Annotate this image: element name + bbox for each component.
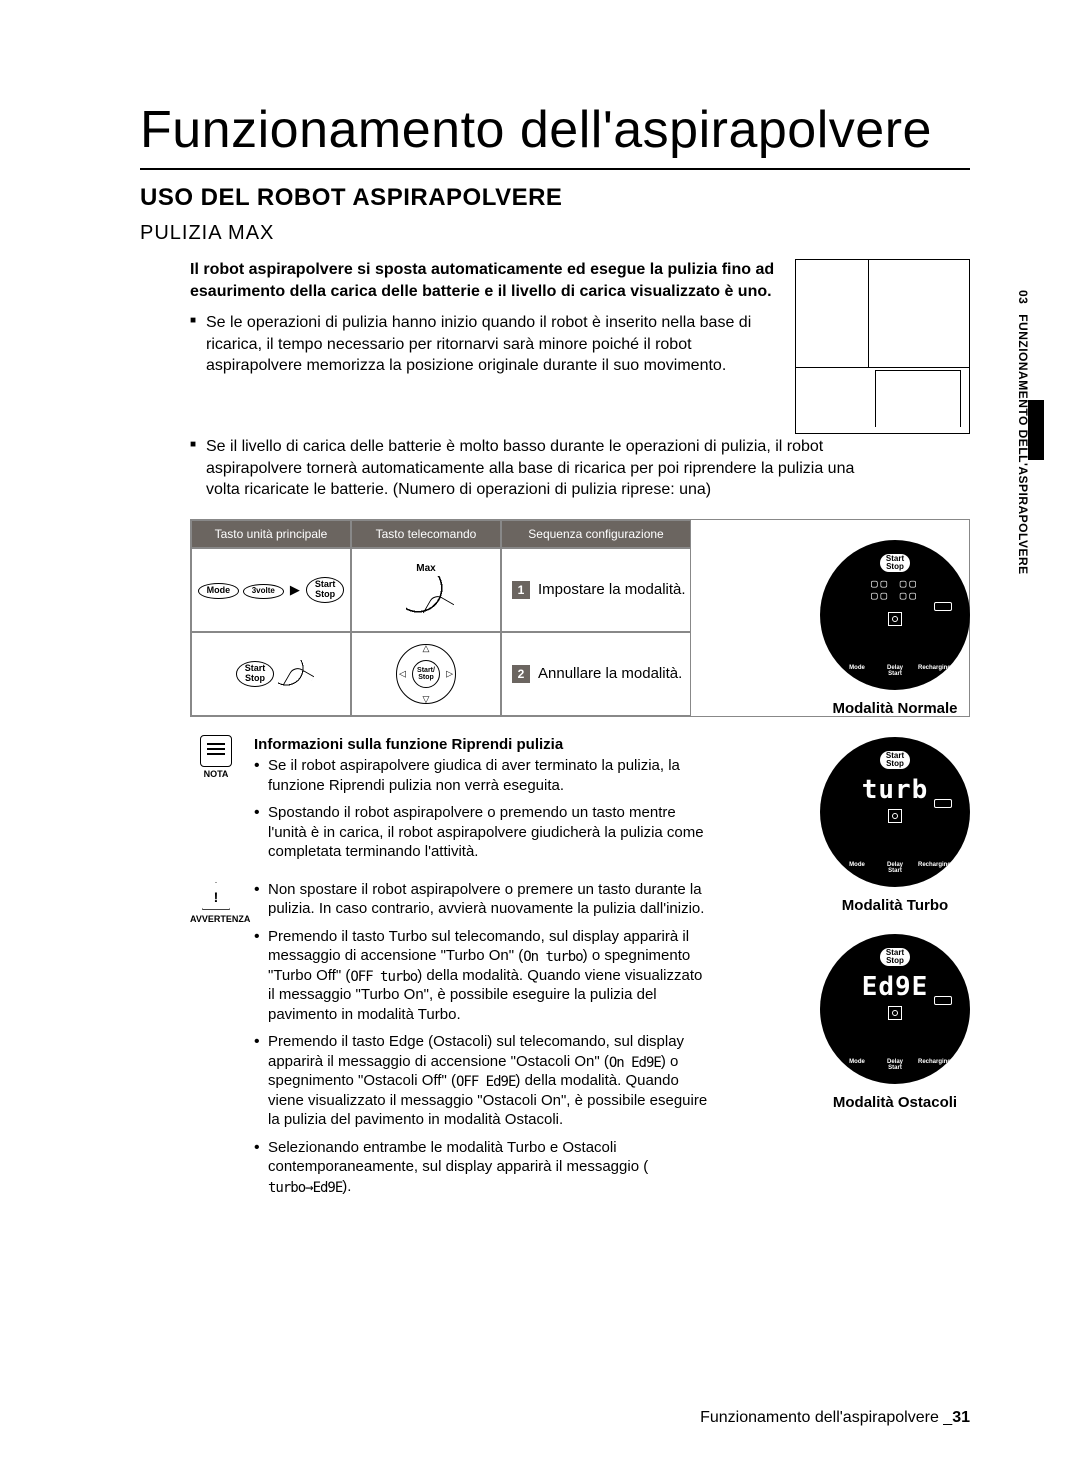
- table-header-1: Tasto unità principale: [191, 520, 351, 548]
- arrow-icon: ▶: [290, 582, 300, 598]
- camera-icon: [888, 809, 902, 823]
- display-turbo-label: Modalità Turbo: [810, 897, 980, 914]
- avv-item: Premendo il tasto Edge (Ostacoli) sul te…: [254, 1032, 710, 1130]
- table-r1-remote: Max: [351, 548, 501, 632]
- display-normal: Start Stop ▢▢ ▢▢▢▢ ▢▢ Mode Delay Start R…: [820, 540, 970, 690]
- start-stop-pill: Start Stop: [880, 751, 910, 769]
- step-number-1: 1: [512, 581, 530, 599]
- note-icon: [200, 735, 232, 767]
- page-number: 31: [952, 1409, 970, 1426]
- avvertenza-label: AVVERTENZA: [190, 914, 250, 924]
- nota-label: NOTA: [204, 769, 229, 779]
- table-r2-remote: △▽◁▷: [351, 632, 501, 716]
- floorplan-illustration: [795, 259, 970, 434]
- start-stop-pill: Start Stop: [880, 948, 910, 966]
- display-modes-column: Start Stop ▢▢ ▢▢▢▢ ▢▢ Mode Delay Start R…: [810, 540, 980, 1131]
- subsection-heading: PULIZIA MAX: [140, 222, 970, 245]
- display-normal-screen: ▢▢ ▢▢▢▢ ▢▢: [871, 578, 919, 608]
- nota-item: Se il robot aspirapolvere giudica di ave…: [254, 756, 710, 795]
- side-tab-number: 03: [1016, 290, 1030, 304]
- avv-item: Non spostare il robot aspirapolvere o pr…: [254, 880, 710, 919]
- nota-title: Informazioni sulla funzione Riprendi pul…: [254, 735, 710, 755]
- start-stop-pill: Start Stop: [880, 554, 910, 572]
- nota-list: Se il robot aspirapolvere giudica di ave…: [254, 756, 710, 862]
- notes-section: NOTA Informazioni sulla funzione Riprend…: [190, 735, 710, 1205]
- display-edge-label: Modalità Ostacoli: [810, 1094, 980, 1111]
- display-turbo-screen: turb: [862, 775, 929, 805]
- intro-bullet-2: Se il livello di carica delle batterie è…: [190, 436, 860, 501]
- step-text-1: Impostare la modalità.: [538, 581, 686, 598]
- start-stop-button-icon: Start Stop: [306, 577, 345, 603]
- battery-icon: [934, 799, 952, 808]
- start-stop-button-icon: Start Stop: [236, 661, 275, 687]
- warning-icon: [200, 880, 232, 912]
- side-tab-marker: [1028, 400, 1044, 460]
- section-heading: USO DEL ROBOT ASPIRAPOLVERE: [140, 184, 970, 212]
- avvertenza-list: Non spostare il robot aspirapolvere o pr…: [254, 880, 710, 1197]
- mode-button-icon: Mode: [198, 583, 240, 599]
- avv-item: Premendo il tasto Turbo sul telecomando,…: [254, 927, 710, 1025]
- battery-icon: [934, 602, 952, 611]
- nota-item: Spostando il robot aspirapolvere o preme…: [254, 803, 710, 862]
- display-turbo: Start Stop turb Mode Delay Start Recharg…: [820, 737, 970, 887]
- three-times-label: 3volte: [243, 584, 284, 599]
- camera-icon: [888, 612, 902, 626]
- intro-bold-paragraph: Il robot aspirapolvere si sposta automat…: [190, 259, 777, 302]
- dpad-icon: △▽◁▷: [396, 644, 456, 704]
- camera-icon: [888, 1006, 902, 1020]
- battery-icon: [934, 996, 952, 1005]
- display-edge: Start Stop Ed9E Mode Delay Start Recharg…: [820, 934, 970, 1084]
- press-gesture-icon: [278, 660, 306, 688]
- page-footer: Funzionamento dell'aspirapolvere _31: [700, 1409, 970, 1427]
- display-edge-screen: Ed9E: [862, 972, 929, 1002]
- table-r2-step: 2 Annullare la modalità.: [501, 632, 691, 716]
- table-r1-step: 1 Impostare la modalità.: [501, 548, 691, 632]
- avv-item: Selezionando entrambe le modalità Turbo …: [254, 1138, 710, 1197]
- table-header-3: Sequenza configurazione: [501, 520, 691, 548]
- press-gesture-icon: [406, 576, 446, 616]
- step-number-2: 2: [512, 665, 530, 683]
- step-text-2: Annullare la modalità.: [538, 665, 682, 682]
- page-main-title: Funzionamento dell'aspirapolvere: [140, 100, 970, 170]
- table-header-2: Tasto telecomando: [351, 520, 501, 548]
- max-label: Max: [406, 563, 446, 574]
- table-r1-main: Mode 3volte ▶ Start Stop: [191, 548, 351, 632]
- table-r2-main: Start Stop: [191, 632, 351, 716]
- intro-bullet-1: Se le operazioni di pulizia hanno inizio…: [190, 312, 777, 377]
- footer-text: Funzionamento dell'aspirapolvere _: [700, 1409, 952, 1426]
- display-normal-label: Modalità Normale: [810, 700, 980, 717]
